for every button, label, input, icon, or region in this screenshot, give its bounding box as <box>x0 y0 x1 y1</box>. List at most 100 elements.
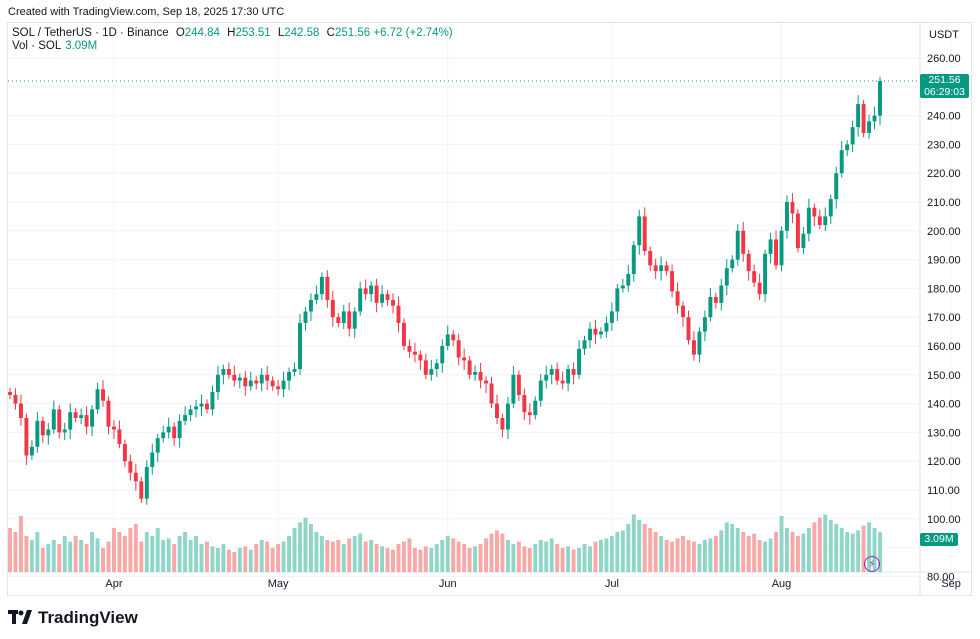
candle-body <box>369 285 374 295</box>
volume-bar <box>199 544 204 572</box>
candle-body <box>850 127 855 145</box>
price-axis-label: 110.00 <box>927 485 960 497</box>
candle-body <box>270 380 275 387</box>
volume-bar <box>752 533 757 572</box>
volume-bar <box>259 540 264 572</box>
candle-body <box>593 328 598 335</box>
candle-body <box>626 274 631 286</box>
candle-body <box>18 403 23 418</box>
volume-bar <box>183 532 188 572</box>
volume-bar <box>40 548 45 572</box>
candle-body <box>768 239 773 254</box>
volume-bar <box>29 540 34 572</box>
candle-body <box>177 420 182 439</box>
candle-body <box>111 426 116 430</box>
volume-bar <box>248 549 253 572</box>
volume-bar <box>84 544 89 572</box>
candle-body <box>24 418 29 456</box>
candle-body <box>407 346 412 352</box>
time-axis-label: May <box>268 578 289 590</box>
volume-bar <box>823 514 828 572</box>
volume-bar <box>746 536 751 572</box>
volume-bar <box>194 536 199 572</box>
volume-bar <box>462 544 467 572</box>
price-axis-label: 170.00 <box>927 312 961 324</box>
candle-body <box>823 216 828 226</box>
volume-bar <box>478 544 483 572</box>
candle-body <box>653 265 658 272</box>
candle-body <box>577 348 582 375</box>
volume-bar <box>544 541 549 572</box>
candle-body <box>681 305 685 318</box>
volume-bar <box>396 544 401 572</box>
candle-body <box>735 230 740 260</box>
candle-body <box>473 371 478 375</box>
candle-body <box>620 285 625 289</box>
volume-bar <box>122 536 127 572</box>
candle-body <box>429 369 434 375</box>
volume-bar <box>412 548 417 572</box>
volume-bar <box>834 524 839 572</box>
candle-body <box>319 276 324 295</box>
volume-bar <box>839 528 844 572</box>
chart-plot-area[interactable]: Apr May Jun Jul Aug Sep 260.00 240.00 230.00 220.… <box>8 23 971 595</box>
volume-bar <box>708 538 713 572</box>
candle-body <box>40 420 45 436</box>
volume-legend[interactable]: Vol · SOL 3.09M <box>12 40 97 52</box>
volume-bar <box>631 514 636 572</box>
currency-label[interactable]: USDT <box>929 29 959 41</box>
symbol-legend[interactable]: SOL / TetherUS · 1D · Binance O244.84 H2… <box>12 26 453 41</box>
time-axis-label: Aug <box>772 578 792 590</box>
candle-body <box>194 406 199 410</box>
volume-bar <box>429 548 434 572</box>
volume-bar <box>664 540 669 572</box>
volume-bar <box>845 532 850 572</box>
volume-bar <box>172 544 177 572</box>
candle-body <box>549 369 554 375</box>
volume-bar <box>527 548 532 572</box>
volume-bar <box>445 536 450 572</box>
candle-body <box>495 403 499 418</box>
candle-body <box>210 392 215 410</box>
candle-body <box>702 317 707 332</box>
price-axis-label: 200.00 <box>927 226 961 238</box>
candle-body <box>467 360 472 375</box>
candle-body <box>46 429 51 436</box>
volume-bar <box>549 538 554 572</box>
symbol-name[interactable]: SOL / TetherUS · 1D · Binance <box>12 27 169 39</box>
candle-body <box>166 426 171 433</box>
candle-body <box>451 334 456 341</box>
candle-body <box>287 371 292 381</box>
volume-bar <box>440 540 445 572</box>
candle-body <box>724 268 729 286</box>
volume-bar <box>620 530 625 572</box>
volume-bar <box>95 538 100 572</box>
volume-bar <box>473 546 478 572</box>
candle-body <box>385 294 390 300</box>
low-label: L <box>277 27 285 39</box>
candle-body <box>144 466 149 499</box>
candle-body <box>609 311 614 323</box>
volume-bar <box>582 544 587 572</box>
volume-bar <box>763 541 768 572</box>
lightning-icon[interactable]: ⚡ <box>864 556 880 572</box>
candle-body <box>664 265 669 272</box>
volume-bar <box>177 536 182 572</box>
volume-bar <box>768 538 773 572</box>
volume-bar <box>702 540 707 572</box>
price-axis-label: 240.00 <box>927 111 961 123</box>
candle-body <box>358 288 363 312</box>
volume-bar <box>785 528 789 572</box>
candle-body <box>298 322 302 370</box>
price-axis-label: 210.00 <box>927 197 961 209</box>
candle-body <box>352 311 357 329</box>
volume-bar <box>385 548 390 572</box>
volume-bar <box>730 524 735 572</box>
chart-frame[interactable]: Apr May Jun Jul Aug Sep 260.00 240.00 230.00 220.… <box>7 22 972 596</box>
candle-body <box>828 199 833 217</box>
candle-body <box>445 334 450 346</box>
candle-body <box>806 207 811 234</box>
volume-bar <box>336 540 341 572</box>
time-axis-label: Jul <box>605 578 619 590</box>
candle-body <box>248 380 253 387</box>
